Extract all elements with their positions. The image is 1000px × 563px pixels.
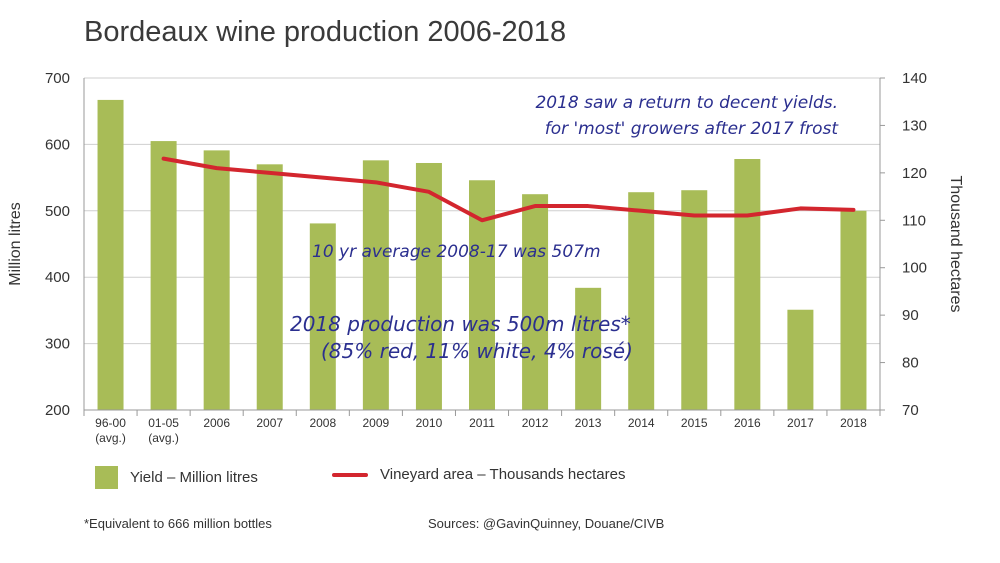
x-tick-96-00: 96-00 xyxy=(95,416,126,430)
y-tick-left-500: 500 xyxy=(45,203,70,220)
y-tick-right-110: 110 xyxy=(902,212,926,229)
x-tick-2015: 2015 xyxy=(681,416,708,430)
vineyard-area-line xyxy=(161,156,856,223)
y-axis-title-left: Million litres xyxy=(7,202,24,286)
annotation-4: 2018 production was 500m litres* xyxy=(290,312,631,336)
bar-2009 xyxy=(362,160,389,410)
x-tick-2016: 2016 xyxy=(734,416,761,430)
legend-yield-swatch xyxy=(95,466,118,489)
x-tick-01-05: 01-05 xyxy=(148,416,179,430)
chart-title: Bordeaux wine production 2006-2018 xyxy=(84,16,567,48)
y-tick-right-70: 70 xyxy=(902,402,919,419)
bar-96-00 xyxy=(97,99,124,411)
y-tick-right-140: 140 xyxy=(902,70,927,87)
bar-2007 xyxy=(256,164,283,410)
bar-2018 xyxy=(840,210,867,410)
bar-2008 xyxy=(309,223,336,410)
bar-2006 xyxy=(203,150,230,410)
legend-vineyard-swatch xyxy=(332,472,368,477)
annotation-5: (85% red, 11% white, 4% rosé) xyxy=(321,339,633,363)
y-tick-right-120: 120 xyxy=(902,165,927,182)
legend-vineyard-label: Vineyard area – Thousands hectares xyxy=(380,466,626,483)
legend-yield-label: Yield – Million litres xyxy=(130,469,258,486)
x-tick-sub-96-00: (avg.) xyxy=(95,431,126,445)
annotation-2: for 'most' growers after 2017 frost xyxy=(545,119,840,139)
x-tick-2007: 2007 xyxy=(256,416,283,430)
legend-yield: Yield – Million litres xyxy=(95,466,258,489)
y-tick-left-600: 600 xyxy=(45,136,70,153)
bar-2016 xyxy=(734,159,761,410)
bar-2014 xyxy=(628,192,655,410)
bar-2017 xyxy=(787,309,814,410)
annotation-1: 2018 saw a return to decent yields. xyxy=(535,93,838,113)
y-tick-right-130: 130 xyxy=(902,117,927,134)
x-tick-2006: 2006 xyxy=(203,416,230,430)
x-tick-2018: 2018 xyxy=(840,416,867,430)
bar-series xyxy=(97,99,867,411)
y-tick-left-400: 400 xyxy=(45,269,70,286)
bar-2012 xyxy=(522,194,549,410)
bar-01-05 xyxy=(150,141,177,410)
line-series xyxy=(161,156,856,223)
x-tick-2017: 2017 xyxy=(787,416,814,430)
y-tick-left-200: 200 xyxy=(45,402,70,419)
footnote-bottles: *Equivalent to 666 million bottles xyxy=(84,516,272,531)
legend-vineyard: Vineyard area – Thousands hectares xyxy=(332,466,625,483)
footnote-sources: Sources: @GavinQuinney, Douane/CIVB xyxy=(428,516,665,531)
x-tick-2014: 2014 xyxy=(628,416,655,430)
x-tick-2012: 2012 xyxy=(522,416,549,430)
x-tick-2011: 2011 xyxy=(469,416,495,430)
annotation-3: 10 yr average 2008-17 was 507m xyxy=(312,242,601,262)
x-tick-2010: 2010 xyxy=(416,416,443,430)
y-tick-left-300: 300 xyxy=(45,336,70,353)
y-tick-right-90: 90 xyxy=(902,307,919,324)
bar-2010 xyxy=(415,162,442,410)
x-tick-2008: 2008 xyxy=(309,416,336,430)
x-tick-sub-01-05: (avg.) xyxy=(148,431,179,445)
y-tick-right-100: 100 xyxy=(902,260,927,277)
y-tick-right-80: 80 xyxy=(902,355,919,372)
annotations: 2018 saw a return to decent yields. for '… xyxy=(290,93,839,363)
x-tick-2009: 2009 xyxy=(363,416,390,430)
y-axis-title-right: Thousand hectares xyxy=(947,176,964,313)
axes: 200 300 400 500 600 700 70 80 90 100 110 120 130 140 9… xyxy=(7,70,964,445)
y-tick-left-700: 700 xyxy=(45,70,70,87)
bar-2015 xyxy=(681,190,708,410)
bar-2013 xyxy=(575,287,602,410)
x-tick-2013: 2013 xyxy=(575,416,602,430)
